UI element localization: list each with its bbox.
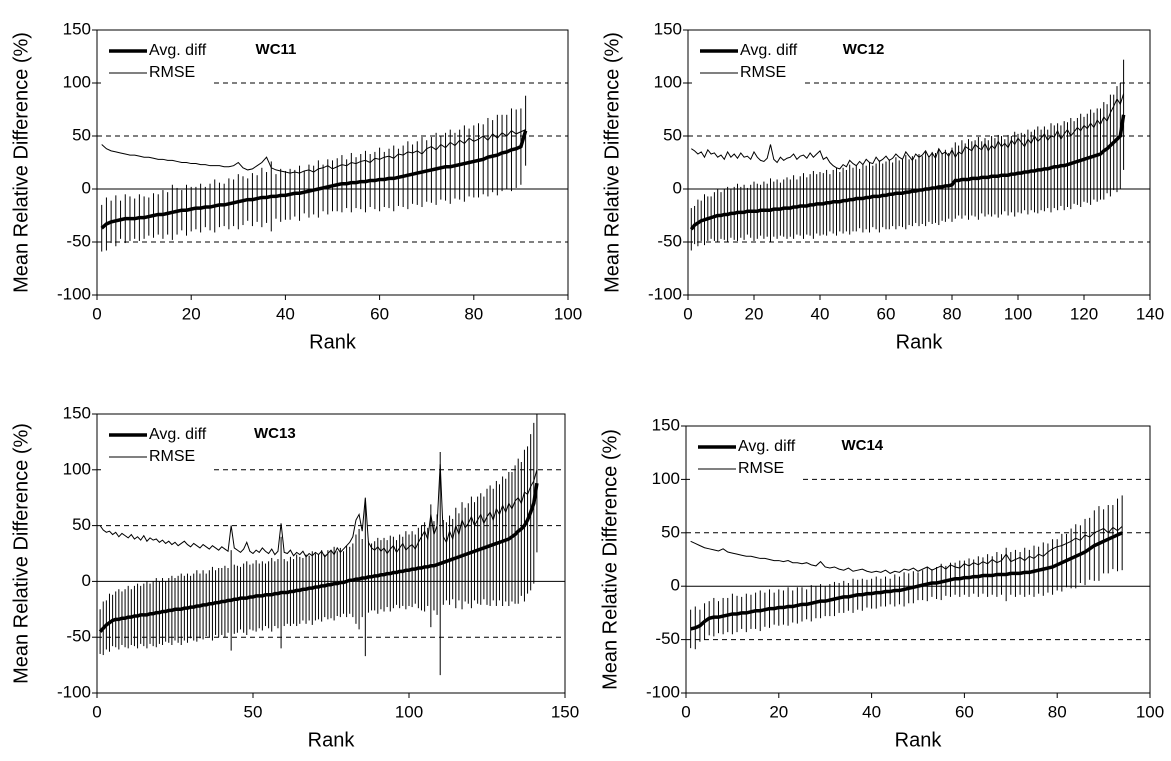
x-tick-label: 0 bbox=[92, 702, 101, 721]
y-tick-label: -100 bbox=[57, 284, 91, 303]
chart-title: WC14 bbox=[841, 437, 883, 454]
y-tick-label: 150 bbox=[652, 415, 680, 434]
legend-label: RMSE bbox=[740, 64, 786, 81]
y-tick-label: 50 bbox=[72, 515, 91, 534]
plot-frame bbox=[96, 29, 569, 296]
x-tick-label: 40 bbox=[811, 304, 830, 323]
series-line bbox=[101, 129, 526, 174]
y-tick-label: 100 bbox=[654, 72, 682, 91]
y-tick-label: -50 bbox=[66, 627, 91, 646]
x-tick-label: 150 bbox=[551, 702, 579, 721]
x-tick-label: 60 bbox=[370, 304, 389, 323]
x-tick-label: 0 bbox=[681, 702, 690, 721]
y-tick-label: 150 bbox=[63, 403, 91, 422]
series-line bbox=[100, 130, 528, 230]
x-tick-label: 50 bbox=[244, 702, 263, 721]
legend-label: RMSE bbox=[149, 64, 195, 81]
y-tick-label: -100 bbox=[57, 682, 91, 701]
x-tick-label: 120 bbox=[1070, 304, 1098, 323]
x-tick-label: 20 bbox=[182, 304, 201, 323]
plot-frame bbox=[687, 29, 1151, 296]
y-tick-label: 0 bbox=[82, 178, 91, 197]
x-tick-label: 100 bbox=[1136, 702, 1164, 721]
x-tick-label: 0 bbox=[92, 304, 101, 323]
y-axis-title: Mean Relative Difference (%) bbox=[10, 32, 32, 293]
x-tick-label: 80 bbox=[1048, 702, 1067, 721]
plot-frame bbox=[96, 413, 566, 694]
y-tick-label: 50 bbox=[661, 522, 680, 541]
series-line bbox=[690, 531, 1123, 631]
x-tick-label: 40 bbox=[862, 702, 881, 721]
series-line bbox=[691, 93, 1125, 170]
series-line bbox=[99, 464, 538, 558]
y-tick-label: 50 bbox=[663, 125, 682, 144]
series-line bbox=[689, 114, 1126, 231]
chart-title: WC12 bbox=[843, 41, 885, 58]
x-tick-label: 80 bbox=[464, 304, 483, 323]
x-tick-label: 60 bbox=[877, 304, 896, 323]
y-tick-label: 0 bbox=[673, 178, 682, 197]
y-tick-label: 0 bbox=[82, 571, 91, 590]
x-tick-label: 20 bbox=[745, 304, 764, 323]
series-line bbox=[690, 526, 1123, 574]
y-tick-label: -50 bbox=[657, 231, 682, 250]
y-tick-label: 150 bbox=[654, 19, 682, 38]
legend-box bbox=[692, 38, 804, 88]
y-tick-label: 100 bbox=[63, 72, 91, 91]
y-tick-label: 50 bbox=[72, 125, 91, 144]
legend-label: RMSE bbox=[738, 460, 784, 477]
x-tick-label: 100 bbox=[554, 304, 582, 323]
y-tick-label: 100 bbox=[63, 459, 91, 478]
legend-label: Avg. diff bbox=[740, 42, 798, 59]
x-tick-label: 0 bbox=[683, 304, 692, 323]
x-axis-title: Rank bbox=[895, 729, 943, 751]
x-tick-label: 40 bbox=[276, 304, 295, 323]
legend-label: Avg. diff bbox=[149, 426, 207, 443]
plot-frame bbox=[685, 425, 1151, 694]
y-tick-label: -100 bbox=[646, 682, 680, 701]
x-axis-title: Rank bbox=[896, 331, 944, 353]
series-line bbox=[98, 482, 539, 633]
x-tick-label: 20 bbox=[769, 702, 788, 721]
y-axis-title: Mean Relative Difference (%) bbox=[601, 32, 623, 293]
legend-label: RMSE bbox=[149, 448, 195, 465]
x-axis-title: Rank bbox=[308, 729, 356, 751]
y-axis-title: Mean Relative Difference (%) bbox=[599, 429, 621, 690]
legend-label: Avg. diff bbox=[738, 438, 796, 455]
y-tick-label: -50 bbox=[66, 231, 91, 250]
x-axis-title: Rank bbox=[309, 331, 357, 353]
legend-box bbox=[101, 422, 213, 472]
y-tick-label: 0 bbox=[671, 576, 680, 595]
x-tick-label: 80 bbox=[943, 304, 962, 323]
y-axis-title: Mean Relative Difference (%) bbox=[10, 423, 32, 684]
y-tick-label: 150 bbox=[63, 19, 91, 38]
x-tick-label: 100 bbox=[395, 702, 423, 721]
y-tick-label: -100 bbox=[648, 284, 682, 303]
x-tick-label: 100 bbox=[1004, 304, 1032, 323]
legend-box bbox=[690, 434, 802, 484]
chart-title: WC13 bbox=[254, 425, 296, 442]
legend-label: Avg. diff bbox=[149, 42, 207, 59]
y-tick-label: -50 bbox=[655, 629, 680, 648]
x-tick-label: 60 bbox=[955, 702, 974, 721]
y-tick-label: 100 bbox=[652, 469, 680, 488]
x-tick-label: 140 bbox=[1136, 304, 1164, 323]
legend-box bbox=[101, 38, 213, 88]
chart-title: WC11 bbox=[256, 41, 297, 58]
